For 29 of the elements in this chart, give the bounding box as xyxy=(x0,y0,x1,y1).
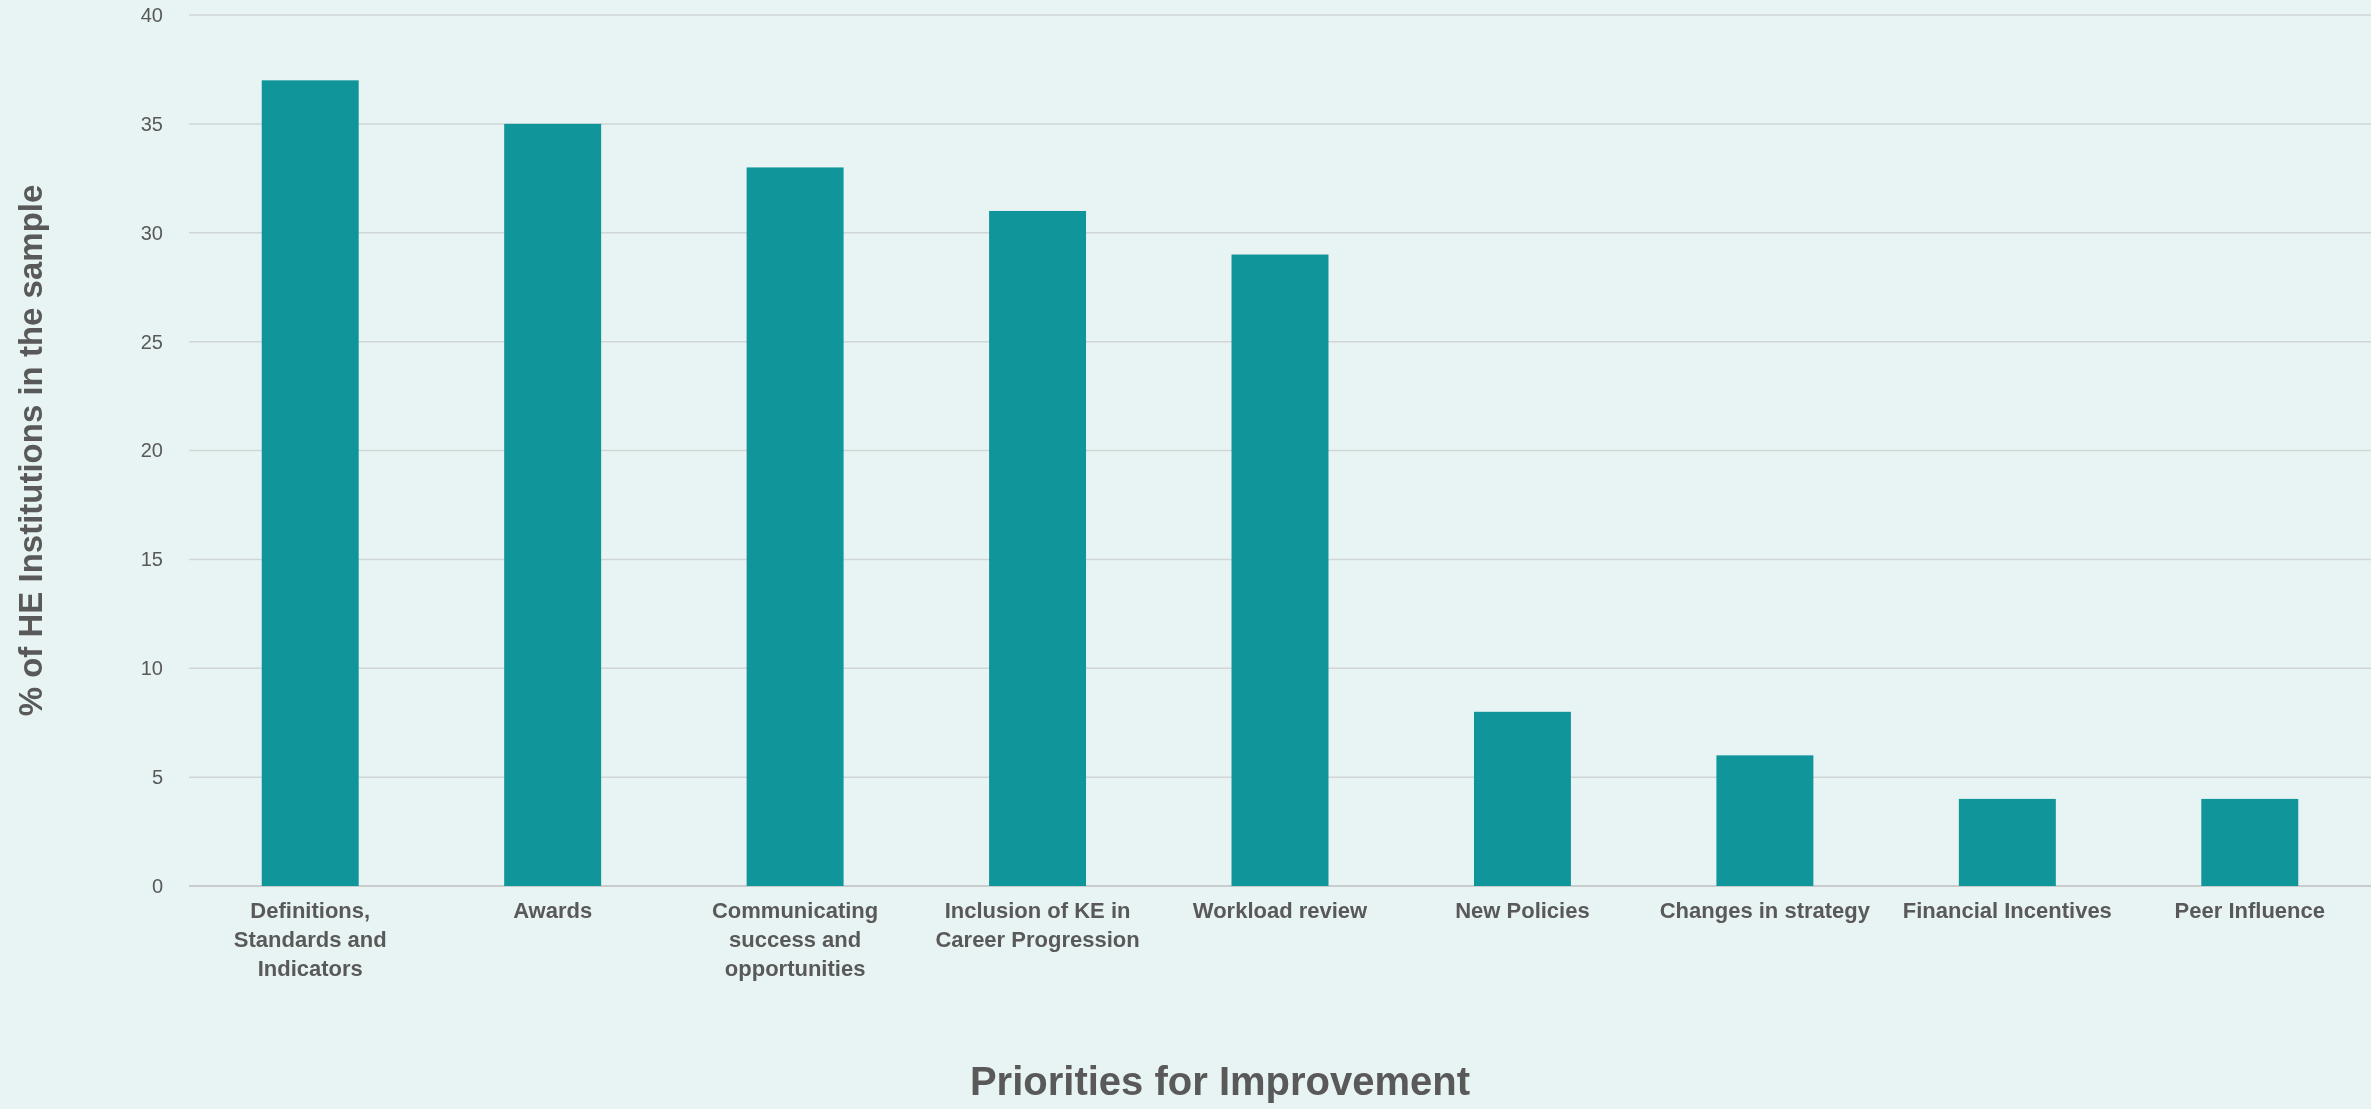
y-tick-label: 5 xyxy=(151,766,163,789)
x-tick-label: New Policies xyxy=(1455,898,1590,923)
y-tick-label: 35 xyxy=(140,112,163,135)
x-tick-label: Awards xyxy=(513,898,593,923)
x-tick-label: Peer Influence xyxy=(2174,898,2325,923)
y-tick-label: 30 xyxy=(140,221,163,244)
y-tick-label: 25 xyxy=(140,330,163,353)
x-tick-label: Changes in strategy xyxy=(1659,898,1871,923)
y-tick-label: 20 xyxy=(140,439,163,462)
bar xyxy=(1958,798,2056,886)
bar xyxy=(261,80,359,886)
y-tick-label: 10 xyxy=(140,657,163,680)
x-tick-label: Financial Incentives xyxy=(1902,898,2112,923)
x-axis-title: Priorities for Improvement xyxy=(969,1059,1471,1103)
x-tick-label: Inclusion of KE in Career Progression xyxy=(935,898,1140,952)
x-tick-label: Definitions, Standards and Indicators xyxy=(233,898,387,981)
bar xyxy=(2201,798,2299,886)
bar xyxy=(746,167,844,886)
bar xyxy=(504,123,602,886)
bar xyxy=(1716,755,1814,886)
x-tick-label: Workload review xyxy=(1192,898,1369,923)
bar xyxy=(1231,254,1329,886)
bar xyxy=(989,210,1087,886)
x-tick-label: Communicating success and opportunities xyxy=(711,898,879,981)
y-tick-label: 0 xyxy=(151,874,163,897)
y-axis-title: % of HE Institutions in the sample xyxy=(12,184,49,717)
y-tick-label: 15 xyxy=(140,548,163,571)
bar xyxy=(1473,711,1571,886)
y-tick-label: 40 xyxy=(140,3,163,26)
